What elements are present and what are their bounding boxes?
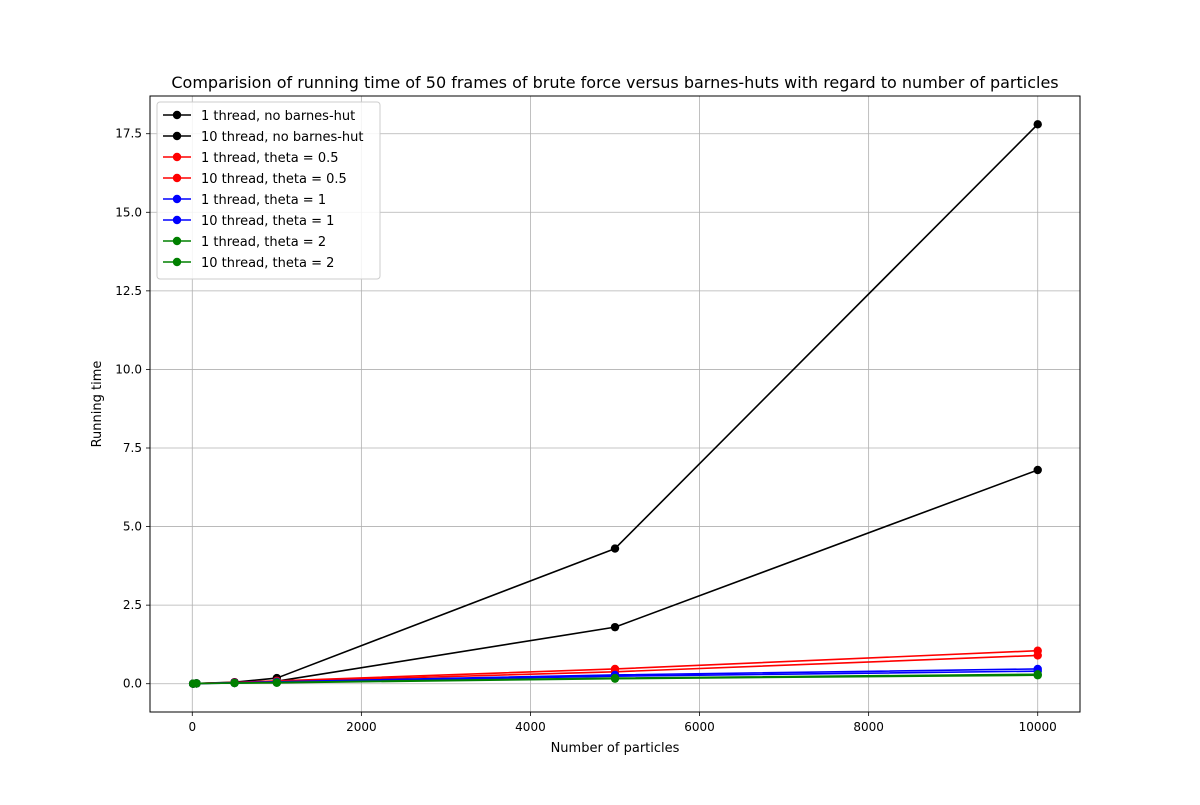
data-point [1033,651,1042,660]
y-tick-label: 17.5 [115,127,142,141]
y-tick-label: 12.5 [115,284,142,298]
legend-item: 1 thread, theta = 2 [163,235,326,250]
data-point [230,678,239,688]
legend-marker [172,236,182,246]
y-tick-label: 0.0 [123,677,142,691]
series-group [188,120,1042,688]
legend-marker [172,215,182,225]
legend-label: 10 thread, theta = 0.5 [201,172,347,187]
legend-item: 10 thread, theta = 2 [163,256,334,271]
x-tick-label: 2000 [346,720,377,734]
data-point [610,674,620,683]
legend-item: 10 thread, no barnes-hut [163,130,364,145]
x-axis-label: Number of particles [551,741,680,756]
data-point [610,544,620,553]
series-8 [188,671,1042,688]
y-tick-label: 5.0 [123,520,142,534]
legend-marker [172,131,182,141]
legend-label: 1 thread, theta = 2 [201,235,326,250]
legend-item: 1 thread, no barnes-hut [163,109,355,124]
legend-item: 10 thread, theta = 0.5 [163,172,347,187]
grid [150,96,1080,712]
legend-marker [172,173,182,183]
data-point [1033,465,1042,475]
legend-label: 1 thread, theta = 0.5 [201,151,339,166]
chart-title: Comparision of running time of 50 frames… [171,73,1058,92]
y-axis-label: Running time [90,361,105,448]
legend-item: 10 thread, theta = 1 [163,214,334,229]
legend-box [156,101,381,280]
y-tick-label: 2.5 [123,598,142,612]
legend-marker [172,110,182,120]
plot-frame [149,95,1081,713]
data-point [1033,120,1042,129]
legend-label: 1 thread, no barnes-hut [201,109,355,124]
y-tick-label: 7.5 [123,441,142,455]
legend-label: 1 thread, theta = 1 [201,193,326,208]
legend: 1 thread, no barnes-hut 10 thread, no bar… [156,101,381,280]
legend-marker [172,152,182,162]
legend-marker [172,257,182,267]
data-point [1033,671,1042,680]
data-point [272,678,282,687]
y-tick-label: 15.0 [115,205,142,219]
data-point [610,622,620,632]
legend-marker [172,194,182,204]
legend-item: 1 thread, theta = 0.5 [163,151,339,166]
x-tick-label: 0 [188,720,196,734]
x-tick-label: 8000 [853,720,884,734]
legend-label: 10 thread, theta = 2 [201,256,334,271]
x-tick-label: 6000 [684,720,715,734]
y-tick-label: 10.0 [115,362,142,376]
legend-item: 1 thread, theta = 1 [163,193,326,208]
x-tick-label: 4000 [515,720,546,734]
legend-label: 10 thread, no barnes-hut [201,130,364,145]
x-tick-label: 10000 [1019,720,1057,734]
legend-label: 10 thread, theta = 1 [201,214,334,229]
axis-ticks: 0 2000 4000 6000 8000 10000 0.0 2.5 5.0 7.5 10.0 12… [115,127,1057,734]
data-point [192,679,201,688]
